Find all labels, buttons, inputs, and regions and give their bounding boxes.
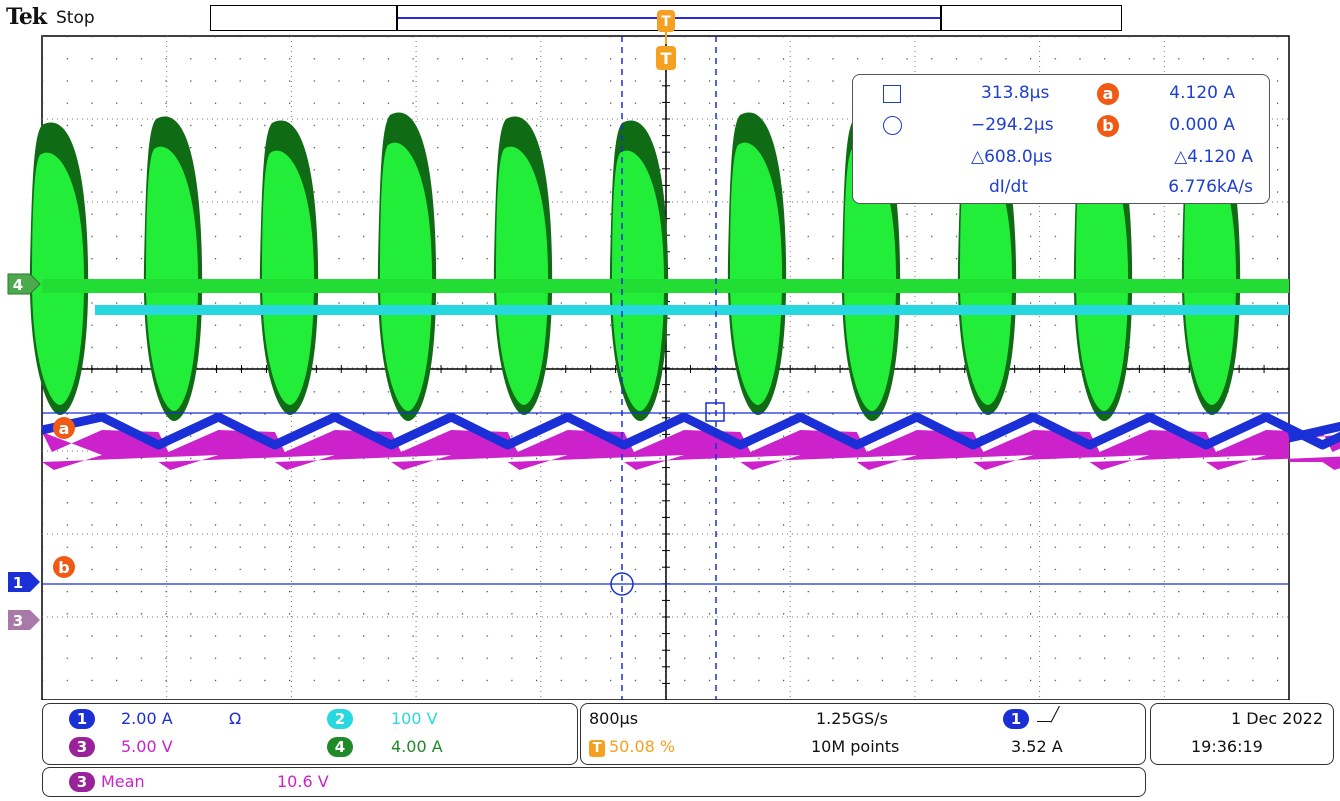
cursor-a-badge[interactable] bbox=[53, 417, 75, 439]
ch2-badge[interactable]: 2 bbox=[327, 709, 353, 729]
ch4-badge[interactable]: 4 bbox=[327, 737, 353, 757]
ch2-waveform bbox=[95, 305, 1289, 315]
ch4-waveform bbox=[29, 112, 1241, 421]
ch4-baseline bbox=[42, 279, 1289, 293]
horizontal-scale[interactable]: 800µs bbox=[589, 709, 639, 728]
trigger-position-marker-label: T bbox=[661, 49, 672, 68]
cursor-b-icon: b bbox=[1097, 115, 1119, 137]
acquisition-state: Stop bbox=[56, 8, 95, 28]
ch4-scale[interactable]: 4.00 A bbox=[391, 737, 443, 756]
measurement-name[interactable]: Mean bbox=[101, 772, 145, 791]
circle-cursor-icon bbox=[883, 116, 902, 135]
delta-time: △608.0µs bbox=[971, 147, 1053, 167]
ch3-badge[interactable]: 3 bbox=[69, 737, 95, 757]
channel-settings-panel[interactable]: 1 2.00 A Ω 2 100 V 3 5.00 V 4 4.00 A bbox=[42, 703, 578, 765]
square-cursor-icon bbox=[883, 85, 901, 103]
timebase-trigger-panel[interactable]: 800µs T 50.08 % 1.25GS/s 10M points 1 ⎽╱… bbox=[580, 703, 1146, 765]
tek-logo: Tek bbox=[6, 4, 47, 30]
rate-value: 6.776kA/s bbox=[1168, 177, 1253, 197]
cursor-a-icon: a bbox=[1097, 83, 1119, 105]
trigger-record-marker-label: T bbox=[661, 14, 671, 30]
cursor-a-badge-label: a bbox=[59, 419, 70, 438]
ch3-ground-marker[interactable] bbox=[8, 610, 40, 630]
record-view-window[interactable] bbox=[396, 6, 942, 30]
ch1-badge[interactable]: 1 bbox=[69, 709, 95, 729]
ch1-scale[interactable]: 2.00 A bbox=[121, 709, 173, 728]
cursor-circle-handle[interactable] bbox=[610, 572, 634, 596]
trigger-position-icon: T bbox=[589, 740, 605, 757]
ch1-ground-marker-label: 1 bbox=[13, 574, 23, 592]
trigger-slope-icon[interactable]: ⎽╱ bbox=[1037, 707, 1060, 723]
cursor-b-value: 0.000 A bbox=[1169, 115, 1235, 135]
measurement-value: 10.6 V bbox=[277, 772, 329, 791]
ch1-ground-marker[interactable] bbox=[8, 572, 40, 592]
trigger-level[interactable]: 3.52 A bbox=[1011, 737, 1063, 756]
cursor-square-handle[interactable] bbox=[705, 402, 725, 422]
ch3-waveform bbox=[42, 430, 1340, 470]
ch4-ground-marker-label: 4 bbox=[13, 276, 23, 294]
ch2-scale[interactable]: 100 V bbox=[391, 709, 438, 728]
ch3-scale[interactable]: 5.00 V bbox=[121, 737, 173, 756]
cursor-b-badge-label: b bbox=[58, 558, 69, 577]
trigger-record-marker[interactable] bbox=[657, 10, 675, 32]
cursor-readout-panel[interactable]: 313.8µs a 4.120 A −294.2µs b 0.000 A △60… bbox=[852, 74, 1270, 204]
ch3-ground-marker-label: 3 bbox=[13, 612, 23, 630]
measurement-source-badge[interactable]: 3 bbox=[69, 772, 95, 792]
trigger-position-marker[interactable] bbox=[656, 46, 676, 70]
measurement-panel[interactable]: 3 Mean 10.6 V bbox=[42, 767, 1146, 797]
date-display: 1 Dec 2022 bbox=[1230, 709, 1323, 728]
time-display: 19:36:19 bbox=[1191, 737, 1263, 756]
sample-rate: 1.25GS/s bbox=[816, 709, 888, 728]
circle-cursor-time: −294.2µs bbox=[971, 115, 1054, 135]
ch1-waveform bbox=[41, 412, 1340, 450]
waveform-display[interactable]: T T 4 1 3 a b bbox=[0, 0, 1340, 700]
delta-value: △4.120 A bbox=[1174, 147, 1253, 167]
rate-label: dI/dt bbox=[989, 177, 1028, 197]
cursor-a-value: 4.120 A bbox=[1169, 83, 1235, 103]
ch4-ground-marker[interactable] bbox=[7, 273, 41, 295]
record-length[interactable]: 10M points bbox=[811, 737, 900, 756]
datetime-panel: 1 Dec 2022 19:36:19 bbox=[1150, 703, 1334, 765]
cursor-b-badge[interactable] bbox=[53, 556, 75, 578]
trigger-position-percent[interactable]: 50.08 % bbox=[609, 737, 676, 756]
trigger-source-badge[interactable]: 1 bbox=[1003, 709, 1029, 729]
ch1-termination: Ω bbox=[229, 709, 242, 728]
square-cursor-time: 313.8µs bbox=[981, 83, 1050, 103]
